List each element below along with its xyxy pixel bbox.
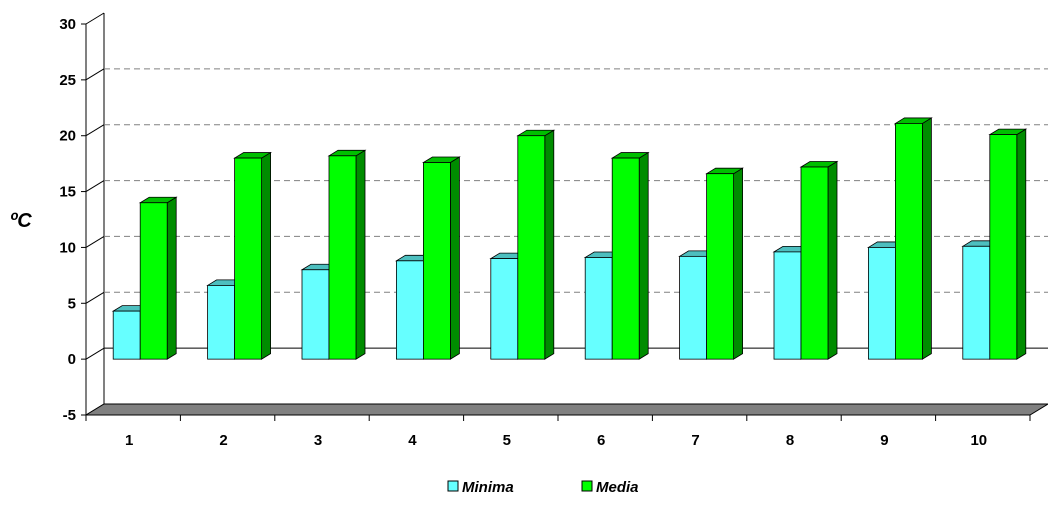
y-tick-label: -5	[63, 407, 76, 424]
x-tick-label: 3	[314, 432, 322, 449]
chart-axes	[85, 13, 105, 415]
x-tick-label: 8	[786, 432, 794, 449]
bar-media-3	[327, 149, 367, 360]
x-tick-label: 6	[597, 432, 605, 449]
y-tick-connector	[85, 236, 105, 248]
y-axis-ticks: -5 0 5 10 15 20 25 30	[59, 16, 76, 424]
y-tick-connector	[85, 180, 105, 192]
legend-swatch	[447, 480, 459, 492]
y-tick-connector	[85, 347, 105, 360]
floor-plane	[84, 403, 1048, 416]
x-tick-label: 1	[125, 432, 133, 449]
y-tick-connector	[85, 124, 105, 137]
y-tick-label: 0	[68, 351, 76, 368]
y-axis-label: ºC	[10, 210, 32, 232]
bar-media-4	[421, 156, 461, 360]
y-tick-label: 20	[59, 128, 76, 145]
x-tick-label: 9	[880, 432, 888, 449]
x-tick-label: 5	[503, 432, 511, 449]
bar-media-5	[516, 129, 556, 360]
bar-media-8	[799, 160, 839, 360]
y-tick-connector	[85, 291, 105, 304]
x-tick-label: 4	[408, 432, 417, 449]
y-tick-label: 15	[59, 184, 76, 201]
legend-item-media: Media	[581, 479, 639, 496]
bar-media-10	[988, 128, 1028, 360]
x-axis-ticks: 1 2 3 4 5 6 7 8 9 10	[85, 415, 1031, 449]
bar-media-9	[893, 117, 933, 360]
y-tick-connector	[85, 68, 105, 81]
legend-swatch	[581, 480, 593, 492]
x-tick-label: 7	[691, 432, 699, 449]
y-tick-label: 30	[59, 16, 76, 33]
legend-label: Minima	[462, 479, 514, 496]
y-tick-connector	[85, 12, 105, 25]
chart-bars	[111, 117, 1028, 360]
y-tick-label: 5	[68, 295, 76, 312]
chart-floor	[84, 403, 1048, 416]
bar-media-6	[610, 151, 650, 360]
y-tick-label: 10	[59, 239, 76, 256]
bar-media-7	[705, 167, 745, 360]
x-tick-label: 10	[970, 432, 987, 449]
chart-legend: Minima Media	[447, 479, 639, 496]
legend-label: Media	[596, 479, 639, 496]
bar-media-2	[233, 151, 273, 360]
y-tick-label: 25	[59, 72, 76, 89]
x-tick-label: 2	[219, 432, 227, 449]
legend-item-minima: Minima	[447, 479, 514, 496]
bar-media-1	[138, 196, 178, 360]
